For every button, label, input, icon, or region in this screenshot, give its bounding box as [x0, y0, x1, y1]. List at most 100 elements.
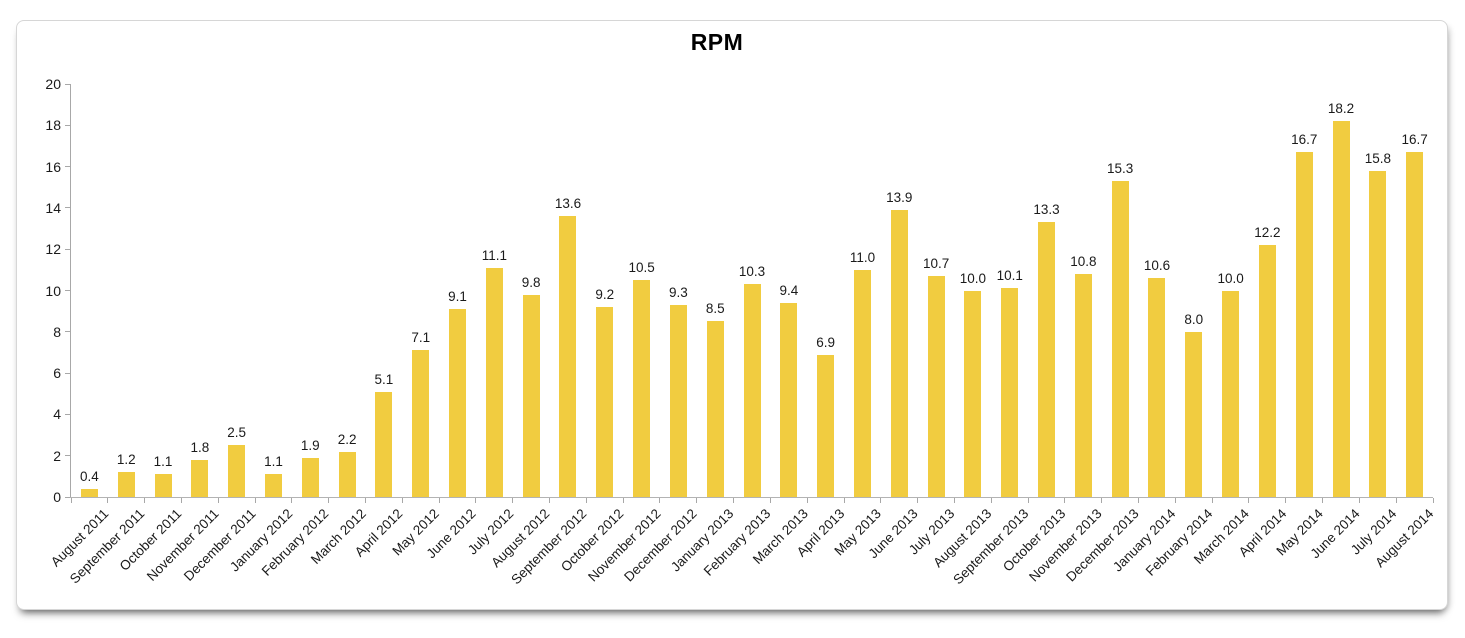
bar-february-2014 [1185, 331, 1203, 497]
plot-area: 0.4 1.2 1.1 1.8 2.5 1.1 1.9 2.2 5.1 7.1 9.1 11.1 9.8… [45, 76, 1436, 587]
x-axis-tick [70, 498, 72, 503]
bar-value-label: 16.7 [1291, 132, 1318, 148]
bar-value-label: 10.1 [996, 268, 1023, 284]
bar-value-label: 5.1 [374, 371, 394, 387]
bar-value-label: 2.5 [227, 425, 247, 441]
bar-november-2013 [1074, 273, 1092, 497]
x-axis-tick [1322, 498, 1324, 503]
x-axis-tick [1248, 498, 1250, 503]
x-axis-labels: August 2011 September 2011 October 2011 Nov… [48, 497, 1437, 617]
x-axis-tick [291, 498, 293, 503]
bar-slot: 9.1 [439, 84, 476, 497]
y-axis-tick [65, 83, 70, 85]
bar-slot: 2.5 [218, 84, 255, 497]
x-axis-tick [622, 498, 624, 503]
bar-value-label: 1.1 [264, 454, 283, 470]
bar-april-2014 [1258, 245, 1276, 497]
bar-value-label: 12.2 [1254, 225, 1281, 241]
bar-slot: 8.5 [697, 84, 734, 497]
bar-value-label: 11.0 [849, 249, 876, 265]
bar-november-2012 [633, 280, 651, 497]
x-axis-tick [328, 498, 330, 503]
bar-slot: 1.1 [255, 84, 292, 497]
bar-value-label: 10.6 [1143, 258, 1171, 274]
bar-may-2014 [1295, 152, 1313, 497]
x-axis-tick [585, 498, 587, 503]
bar-april-2013 [817, 354, 835, 497]
x-axis-tick [1138, 498, 1139, 503]
bar-april-2012 [375, 391, 393, 497]
y-axis-tick-label: 14 [45, 199, 61, 216]
bar-slot: 11.0 [844, 84, 881, 497]
y-axis-tick [65, 413, 70, 415]
bar-value-label: 9.8 [521, 274, 541, 290]
bar-september-2012 [559, 216, 577, 497]
bar-march-2014 [1222, 290, 1240, 497]
x-axis-tick [769, 498, 771, 503]
bar-slot: 10.0 [1212, 84, 1249, 497]
x-axis-tick [1285, 498, 1287, 503]
x-axis-tick [659, 498, 661, 503]
bar-slot: 9.8 [513, 84, 550, 497]
bar-march-2013 [780, 302, 798, 497]
bar-slot: 5.1 [366, 84, 403, 497]
bar-slot: 15.3 [1102, 84, 1139, 497]
bar-august-2014 [1406, 152, 1424, 497]
bar-value-label: 15.3 [1107, 161, 1134, 177]
bar-slot: 10.5 [623, 84, 660, 497]
bar-value-label: 9.2 [595, 287, 615, 303]
x-axis-tick [512, 498, 514, 503]
bar-value-label: 9.3 [669, 284, 688, 300]
bar-january-2013 [706, 321, 724, 497]
bar-july-2013 [927, 276, 945, 497]
x-axis-tick [880, 498, 882, 503]
y-axis-tick [65, 331, 70, 333]
bar-value-label: 9.1 [448, 289, 467, 305]
y-axis-tick-label: 4 [53, 406, 61, 423]
bar-august-2013 [964, 290, 982, 497]
y-axis-tick [65, 290, 70, 291]
bar-value-label: 6.9 [816, 334, 836, 350]
bar-december-2011 [228, 445, 246, 497]
x-axis-tick [180, 498, 182, 503]
y-axis-tick-label: 20 [45, 76, 61, 92]
bars-container: 0.4 1.2 1.1 1.8 2.5 1.1 1.9 2.2 5.1 7.1 9.1 11.1 9.8… [71, 84, 1433, 497]
bar-slot: 16.7 [1396, 84, 1433, 497]
bar-slot: 12.2 [1249, 84, 1286, 497]
x-axis-line [70, 497, 1433, 498]
y-axis-tick-label: 16 [45, 158, 61, 175]
bar-august-2011 [80, 488, 98, 497]
y-axis-tick [65, 124, 70, 126]
y-axis-tick [65, 496, 70, 498]
bar-february-2013 [743, 284, 761, 497]
bar-slot: 1.2 [108, 84, 145, 497]
y-axis-tick-label: 6 [53, 365, 61, 382]
bar-value-label: 13.3 [1033, 202, 1060, 218]
chart-card: RPM 0.4 1.2 1.1 1.8 2.5 1.1 1.9 2.2 5.1 7.1 9.1 11.… [16, 20, 1448, 610]
bar-march-2012 [338, 451, 356, 497]
x-axis-tick [475, 498, 477, 503]
x-axis-tick [806, 498, 808, 503]
bar-slot: 11.1 [476, 84, 513, 497]
x-axis-tick [696, 498, 698, 503]
bar-july-2012 [485, 267, 503, 497]
bar-value-label: 1.9 [300, 437, 320, 453]
bar-slot: 6.9 [807, 84, 844, 497]
bar-december-2012 [669, 304, 687, 497]
bar-slot: 1.1 [145, 84, 182, 497]
bar-slot: 9.4 [770, 84, 807, 497]
bar-slot: 9.2 [586, 84, 623, 497]
y-axis-tick-label: 0 [53, 489, 61, 505]
y-axis-tick-label: 18 [45, 117, 61, 134]
bar-slot: 16.7 [1286, 84, 1323, 497]
x-axis-tick [1211, 498, 1213, 503]
bar-value-label: 9.4 [779, 282, 799, 298]
bar-value-label: 1.1 [153, 454, 173, 470]
bar-value-label: 2.2 [337, 431, 357, 447]
bar-value-label: 8.5 [705, 301, 725, 317]
y-axis-tick [65, 166, 70, 168]
bar-value-label: 10.3 [738, 264, 766, 280]
x-axis-tick [990, 498, 992, 503]
x-axis-tick [917, 498, 919, 503]
bar-slot: 9.3 [660, 84, 697, 497]
